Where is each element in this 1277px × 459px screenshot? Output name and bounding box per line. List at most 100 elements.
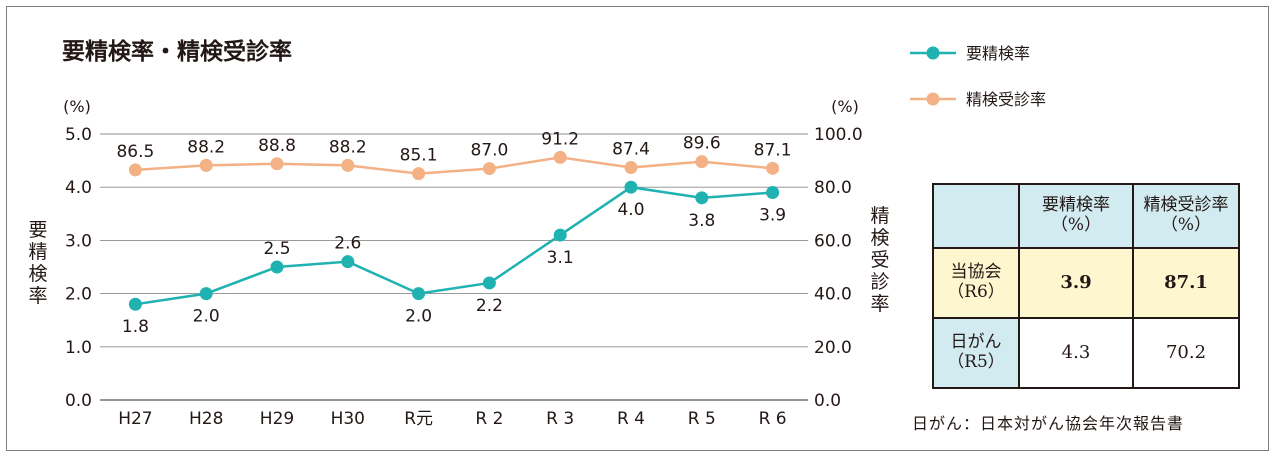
x-tick-label: R 3 [546, 409, 574, 429]
table-header-row: 要精検率 （%） 精検受診率 （%） [932, 183, 1240, 249]
x-tick-label: H28 [189, 409, 223, 429]
x-tick-label: R 4 [617, 409, 645, 429]
axis-label-char: 要 [28, 219, 47, 241]
data-point [341, 255, 355, 269]
table-row: 当協会 （R6） 3.9 87.1 [932, 247, 1240, 319]
table-cell: 87.1 [1132, 247, 1240, 319]
line-chart: 0.0 1.0 2.0 3.0 4.0 5.0 0.0 20.0 40.0 60.0 80.0 10… [28, 97, 889, 429]
data-point [624, 180, 638, 194]
axis-label-char: 検 [28, 263, 47, 285]
data-label: 3.1 [547, 248, 574, 268]
axis-label-char: 率 [870, 293, 889, 315]
table-corner-cell [932, 183, 1020, 249]
data-label: 3.9 [759, 206, 786, 226]
data-label: 87.0 [470, 141, 508, 161]
data-label: 1.8 [122, 317, 149, 337]
data-point [766, 161, 780, 175]
legend-label-series-1: 要精検率 [966, 44, 1031, 63]
data-point [482, 276, 496, 290]
data-label: 85.1 [400, 146, 438, 166]
axis-label-char: 精 [28, 241, 47, 263]
data-point [270, 260, 284, 274]
series-line [135, 156, 773, 175]
series-line [135, 185, 773, 306]
table-row-header: 当協会 （R6） [932, 247, 1020, 319]
right-tick-label: 40.0 [814, 285, 852, 305]
source-note: 日がん：日本対がん協会年次報告書 [912, 414, 1185, 433]
x-tick-label: H30 [331, 409, 365, 429]
table-row-header: 日がん （R5） [932, 317, 1020, 389]
data-label: 2.6 [334, 234, 361, 254]
comparison-table: 要精検率 （%） 精検受診率 （%） 当協会 （R6） 3.9 87.1 日がん （R5… [932, 183, 1240, 389]
table-header-cell: 精検受診率 （%） [1132, 183, 1240, 249]
data-label: 87.1 [754, 140, 792, 160]
data-point [766, 186, 780, 200]
table-header-cell: 要精検率 （%） [1018, 183, 1134, 249]
right-tick-label: 20.0 [814, 338, 852, 358]
data-label: 88.2 [329, 137, 367, 157]
data-label: 3.8 [688, 211, 715, 231]
table-row: 日がん （R5） 4.3 70.2 [932, 317, 1240, 389]
axis-label-char: 検 [870, 227, 889, 249]
x-tick-label: R元 [404, 409, 433, 429]
data-point [412, 287, 426, 301]
right-axis-unit: (%) [831, 97, 859, 116]
legend-marker-series-2 [910, 92, 956, 106]
data-label: 2.5 [263, 239, 290, 259]
data-point [624, 161, 638, 175]
table-cell: 3.9 [1018, 247, 1134, 319]
data-label: 88.8 [258, 136, 296, 156]
data-point [199, 158, 213, 172]
x-tick-label: H29 [260, 409, 294, 429]
data-label: 4.0 [617, 200, 644, 220]
series-group: 1.8 2.0 2.5 2.6 2.0 2.2 3.1 4.0 3.8 3.9 86.5 88.2 88… [116, 129, 791, 337]
left-tick-label: 3.0 [65, 231, 92, 251]
right-axis-ticks: 0.0 20.0 40.0 60.0 80.0 100.0 [814, 125, 863, 411]
x-tick-label: R 5 [688, 409, 716, 429]
right-tick-label: 80.0 [814, 178, 852, 198]
data-point [482, 162, 496, 176]
axis-label-char: 精 [870, 205, 889, 227]
legend-marker-series-1 [910, 46, 956, 60]
data-label: 86.5 [116, 142, 154, 162]
data-label: 87.4 [612, 140, 650, 160]
data-label: 2.0 [405, 307, 432, 327]
data-point [695, 155, 709, 169]
axis-label-char: 受 [870, 249, 889, 271]
data-label: 2.0 [193, 307, 220, 327]
left-axis-unit: (%) [63, 97, 91, 116]
left-axis-label: 要精検率 [28, 219, 47, 307]
table-cell: 70.2 [1132, 317, 1240, 389]
data-point [341, 158, 355, 172]
left-tick-label: 1.0 [65, 338, 92, 358]
data-point [128, 297, 142, 311]
x-axis-ticks: H27 H28 H29 H30 R元 R 2 R 3 R 4 R 5 R 6 [118, 409, 786, 429]
data-point [270, 157, 284, 171]
left-axis-ticks: 0.0 1.0 2.0 3.0 4.0 5.0 [65, 125, 92, 411]
right-tick-label: 0.0 [814, 391, 841, 411]
right-axis-label: 精検受診率 [870, 205, 889, 315]
data-point [553, 150, 567, 164]
data-label: 89.6 [683, 134, 721, 154]
data-point [412, 167, 426, 181]
axis-label-char: 率 [28, 285, 47, 307]
data-point [695, 191, 709, 205]
data-label: 91.2 [541, 129, 579, 149]
data-point [553, 228, 567, 242]
right-tick-label: 100.0 [814, 125, 863, 145]
data-label: 88.2 [187, 137, 225, 157]
left-tick-label: 2.0 [65, 285, 92, 305]
data-label: 2.2 [476, 296, 503, 316]
left-tick-label: 0.0 [65, 391, 92, 411]
legend-label-series-2: 精検受診率 [966, 90, 1047, 109]
left-tick-label: 4.0 [65, 178, 92, 198]
data-point [128, 163, 142, 177]
chart-title: 要精検率・精検受診率 [62, 39, 292, 65]
grid-lines [100, 133, 808, 401]
x-tick-label: R 2 [475, 409, 503, 429]
x-tick-label: R 6 [759, 409, 787, 429]
x-tick-label: H27 [118, 409, 152, 429]
left-tick-label: 5.0 [65, 125, 92, 145]
right-tick-label: 60.0 [814, 231, 852, 251]
table-cell: 4.3 [1018, 317, 1134, 389]
